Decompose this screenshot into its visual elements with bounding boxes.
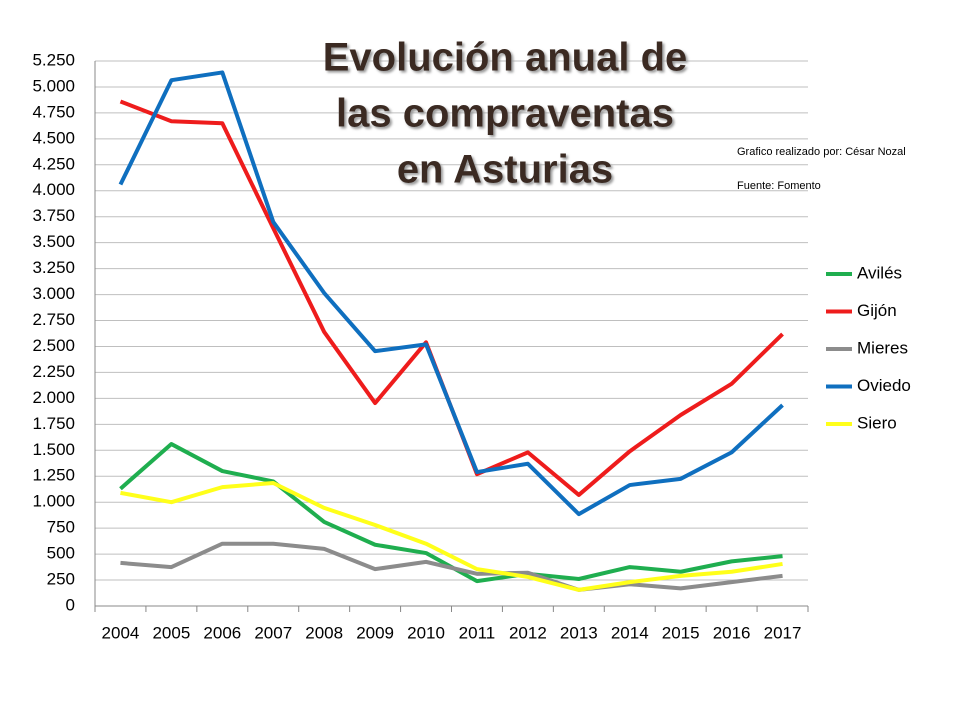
series-line [119, 442, 783, 584]
y-tick-label: 1.750 [32, 414, 75, 433]
y-tick-label: 2.250 [32, 362, 75, 381]
x-tick-label: 2014 [611, 623, 649, 642]
y-tick-label: 3.750 [32, 206, 75, 225]
series-line [120, 480, 783, 592]
x-tick-label: 2012 [509, 623, 547, 642]
y-tick-label: 2.500 [32, 336, 75, 355]
y-tick-label: 500 [47, 544, 75, 563]
chart-title: las compraventas [336, 92, 674, 136]
y-tick-label: 0 [66, 595, 75, 614]
y-tick-label: 5.250 [32, 50, 75, 69]
x-tick-label: 2015 [662, 623, 700, 642]
y-tick-label: 2.000 [32, 388, 75, 407]
y-tick-label: 4.250 [32, 154, 75, 173]
y-tick-label: 250 [47, 570, 75, 589]
x-tick-label: 2008 [305, 623, 343, 642]
x-tick-label: 2011 [459, 623, 496, 642]
y-tick-label: 3.250 [32, 258, 75, 277]
y-tick-label: 1.000 [32, 492, 75, 511]
y-tick-label: 4.500 [32, 128, 75, 147]
annotation: Grafico realizado por: César Nozal [737, 146, 906, 158]
chart-title: en Asturias [397, 148, 613, 192]
x-tick-label: 2017 [764, 623, 802, 642]
y-tick-label: 3.500 [32, 232, 75, 251]
y-tick-label: 750 [47, 518, 75, 537]
y-tick-label: 1.500 [32, 440, 75, 459]
chart-title: Evolución anual de [323, 36, 688, 80]
series-line [120, 541, 783, 592]
x-tick-label: 2005 [152, 623, 190, 642]
legend-label: Mieres [857, 338, 908, 357]
legend-label: Siero [857, 413, 897, 432]
annotation: Fuente: Fomento [737, 180, 821, 192]
x-tick-label: 2013 [560, 623, 598, 642]
x-tick-label: 2009 [356, 623, 394, 642]
x-tick-label: 2010 [407, 623, 445, 642]
x-tick-label: 2004 [102, 623, 140, 642]
y-tick-label: 2.750 [32, 310, 75, 329]
y-tick-label: 4.750 [32, 102, 75, 121]
series-line [118, 70, 784, 517]
y-tick-label: 4.000 [32, 180, 75, 199]
legend-label: Gijón [857, 301, 897, 320]
y-tick-label: 1.250 [32, 466, 75, 485]
x-tick-label: 2006 [203, 623, 241, 642]
x-tick-label: 2016 [713, 623, 751, 642]
legend-label: Avilés [857, 263, 902, 282]
legend-label: Oviedo [857, 376, 911, 395]
y-tick-label: 3.000 [32, 284, 75, 303]
y-tick-label: 5.000 [32, 76, 75, 95]
x-tick-label: 2007 [254, 623, 292, 642]
